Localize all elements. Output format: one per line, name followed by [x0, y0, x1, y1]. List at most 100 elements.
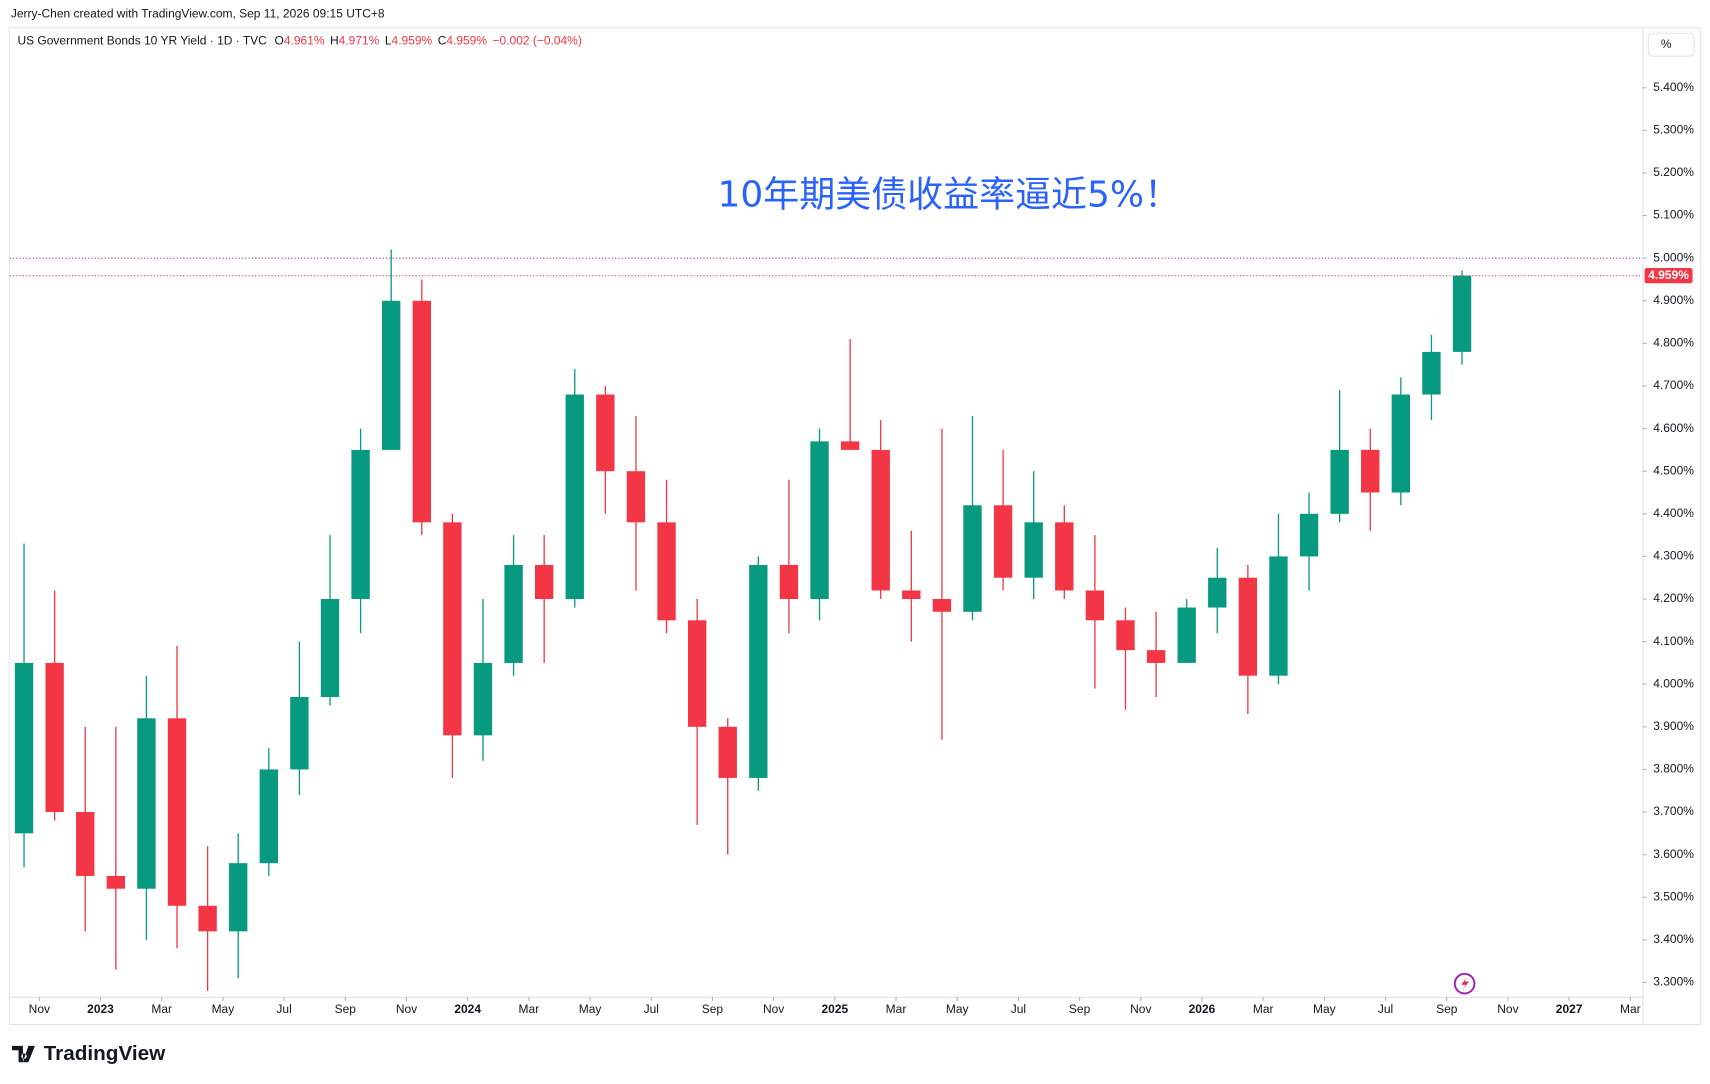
x-tick-label: Nov: [763, 1002, 784, 1016]
x-tick-label: Sep: [335, 1002, 357, 1016]
candle-body: [320, 599, 340, 698]
candle-body: [932, 599, 952, 612]
x-tick-label: 2026: [1189, 1002, 1216, 1016]
candle-body: [840, 441, 860, 450]
candle-body: [1452, 275, 1472, 352]
x-tick-label: Mar: [519, 1002, 540, 1016]
candle-body: [1024, 522, 1043, 578]
x-tick-label: 2025: [821, 1002, 848, 1016]
y-tick-label: 3.900%: [1653, 719, 1694, 733]
candle-body: [1208, 577, 1227, 608]
candle-body: [14, 662, 34, 834]
x-tick-label: May: [946, 1002, 969, 1016]
candle-body: [137, 718, 156, 889]
y-tick-label: 3.500%: [1653, 889, 1694, 903]
ohlc-label: C: [438, 34, 447, 48]
symbol: US Government Bonds 10 YR Yield · 1D · T…: [17, 34, 267, 48]
x-tick-label: May: [579, 1002, 602, 1016]
x-tick-label: Mar: [1253, 1002, 1274, 1016]
y-tick-label: 4.200%: [1653, 591, 1694, 605]
y-tick-label: 3.600%: [1653, 847, 1694, 861]
ohlc-label: O: [275, 34, 284, 48]
y-tick-label: 5.300%: [1653, 123, 1694, 137]
credit: Jerry-Chen created with TradingView.com,…: [11, 6, 385, 20]
y-tick-label: 4.500%: [1653, 463, 1694, 477]
candle-body: [1269, 556, 1288, 676]
last-price-tag: [1644, 268, 1693, 284]
ohlc-value: 4.959%: [446, 34, 487, 48]
y-tick-label: 3.300%: [1653, 975, 1694, 989]
candle-body: [1330, 449, 1349, 514]
candle-body: [382, 300, 401, 450]
last-price-label: 4.959%: [1648, 268, 1689, 282]
y-tick-label: 4.400%: [1653, 506, 1694, 520]
candle-body: [412, 300, 431, 523]
y-tick-label: 3.800%: [1653, 762, 1694, 776]
x-tick-label: Jul: [1378, 1002, 1393, 1016]
candle-body: [1146, 650, 1166, 663]
y-tick-label: 5.200%: [1653, 165, 1694, 179]
y-tick-label: 5.400%: [1653, 80, 1694, 94]
candle-body: [198, 905, 217, 932]
x-tick-label: Nov: [29, 1002, 50, 1016]
y-tick-label: 3.400%: [1653, 932, 1694, 946]
x-tick-label: Sep: [702, 1002, 724, 1016]
x-tick-label: Sep: [1069, 1002, 1091, 1016]
candle-body: [76, 812, 95, 876]
unit-button-label[interactable]: %: [1661, 37, 1672, 51]
ohlc-label: H: [330, 34, 339, 48]
candle-body: [657, 522, 676, 621]
candle-body: [504, 564, 523, 663]
candle-body: [1085, 590, 1105, 621]
chart-frame: [8, 27, 1702, 1026]
candle-body: [1299, 513, 1319, 557]
y-tick-label: 4.700%: [1653, 378, 1694, 392]
candle-body: [1055, 522, 1074, 591]
candle-body: [1422, 351, 1441, 395]
x-tick-label: Mar: [151, 1002, 172, 1016]
x-tick-label: 2023: [87, 1002, 114, 1016]
ohlc-value: 4.971%: [339, 34, 380, 48]
x-tick-label: May: [212, 1002, 235, 1016]
x-tick-label: Jul: [644, 1002, 659, 1016]
y-tick-label: 4.900%: [1653, 293, 1694, 307]
x-tick-label: Sep: [1436, 1002, 1458, 1016]
candle-body: [473, 662, 493, 736]
candle-body: [626, 471, 646, 523]
candle-body: [810, 441, 829, 600]
candle-body: [565, 394, 584, 600]
x-tick-label: Nov: [396, 1002, 417, 1016]
candle-body: [1116, 620, 1135, 651]
candle-body: [229, 863, 248, 932]
candle-body: [779, 564, 799, 600]
candle-body: [749, 564, 768, 778]
x-tick-label: Nov: [1130, 1002, 1151, 1016]
unit-button[interactable]: [1647, 32, 1695, 57]
candle-body: [290, 697, 309, 770]
y-tick-label: 5.000%: [1653, 250, 1694, 264]
y-tick-label: 4.600%: [1653, 421, 1694, 435]
x-tick-label: Mar: [1620, 1002, 1641, 1016]
brand: TradingView: [44, 1042, 167, 1065]
x-tick-label: 2024: [454, 1002, 481, 1016]
candle-body: [993, 505, 1013, 578]
ohlc-value: 4.959%: [392, 34, 433, 48]
candle-body: [351, 449, 370, 600]
x-tick-label: 2027: [1556, 1002, 1583, 1016]
candle-body: [963, 505, 982, 612]
candle-body: [871, 449, 890, 591]
y-tick-label: 3.700%: [1653, 804, 1694, 818]
candle-body: [534, 564, 554, 600]
annotation: 10年期美债收益率逼近5%！: [718, 174, 1181, 215]
candle-body: [1177, 607, 1196, 663]
y-tick-label: 5.100%: [1653, 208, 1694, 222]
ohlc-value: 4.961%: [284, 34, 325, 48]
candle-body: [902, 590, 921, 600]
candle-body: [1238, 577, 1258, 676]
ohlc-label: L: [385, 34, 392, 48]
candle-body: [687, 620, 707, 727]
x-tick-label: Mar: [886, 1002, 907, 1016]
